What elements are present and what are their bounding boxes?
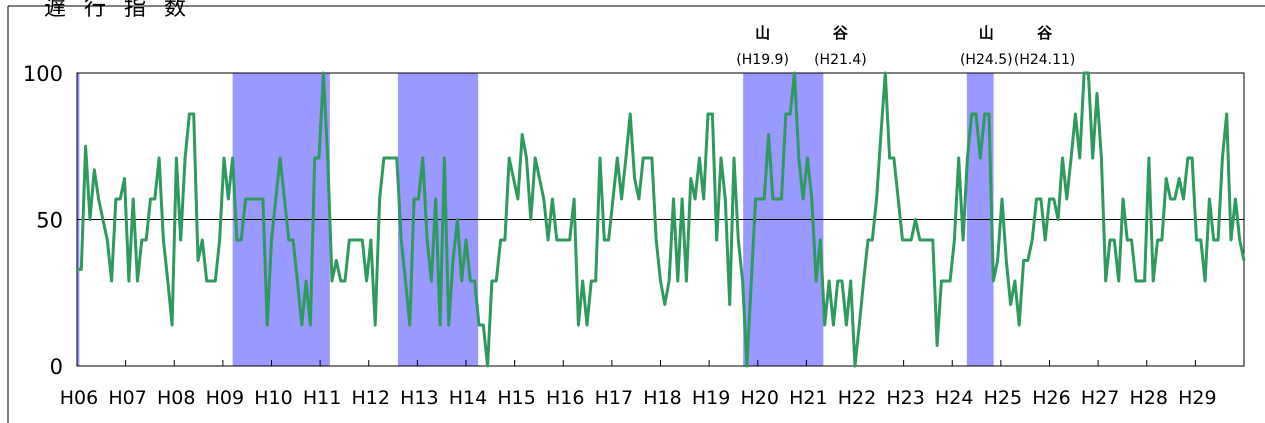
x-tick-label-H18: H18 (643, 387, 681, 409)
x-tick-label-H23: H23 (886, 387, 924, 409)
annotation-date-2: (H24.5) (960, 52, 1013, 68)
annotation-date-3: (H24.11) (1014, 52, 1076, 68)
x-tick-label-H15: H15 (497, 387, 535, 409)
annotation-mark-1: 谷 (833, 24, 849, 42)
y-tick-label-0: 0 (50, 355, 63, 379)
x-tick-label-H27: H27 (1081, 387, 1119, 409)
x-tick-label-H24: H24 (935, 387, 973, 409)
annotation-date-1: (H21.4) (814, 52, 867, 68)
y-tick-label-100: 100 (23, 62, 63, 86)
x-tick-label-H08: H08 (157, 387, 195, 409)
x-tick-label-H26: H26 (1032, 387, 1070, 409)
x-tick-label-H07: H07 (108, 387, 146, 409)
x-tick-label-H14: H14 (449, 387, 487, 409)
x-tick-label-H21: H21 (789, 387, 827, 409)
annotation-mark-2: 山 (979, 24, 994, 42)
x-tick-label-H17: H17 (595, 387, 633, 409)
x-tick-label-H22: H22 (838, 387, 876, 409)
chart-title-partial: 遅行指数 (44, 0, 205, 21)
x-tick-label-H12: H12 (352, 387, 390, 409)
x-tick-label-H11: H11 (303, 387, 341, 409)
x-tick-label-H13: H13 (400, 387, 438, 409)
annotation-mark-3: 谷 (1037, 24, 1053, 42)
x-tick-label-H29: H29 (1178, 387, 1216, 409)
x-tick-label-H10: H10 (254, 387, 292, 409)
x-tick-label-H20: H20 (741, 387, 779, 409)
x-tick-label-H25: H25 (984, 387, 1022, 409)
x-tick-label-H16: H16 (546, 387, 584, 409)
annotation-mark-0: 山 (755, 24, 770, 42)
x-tick-label-H28: H28 (1130, 387, 1168, 409)
y-tick-label-50: 50 (36, 209, 63, 233)
series-line-leading-index (77, 71, 1246, 368)
x-tick-label-H06: H06 (60, 387, 98, 409)
annotation-date-0: (H19.9) (736, 52, 789, 68)
x-tick-label-H09: H09 (206, 387, 244, 409)
x-tick-label-H19: H19 (692, 387, 730, 409)
